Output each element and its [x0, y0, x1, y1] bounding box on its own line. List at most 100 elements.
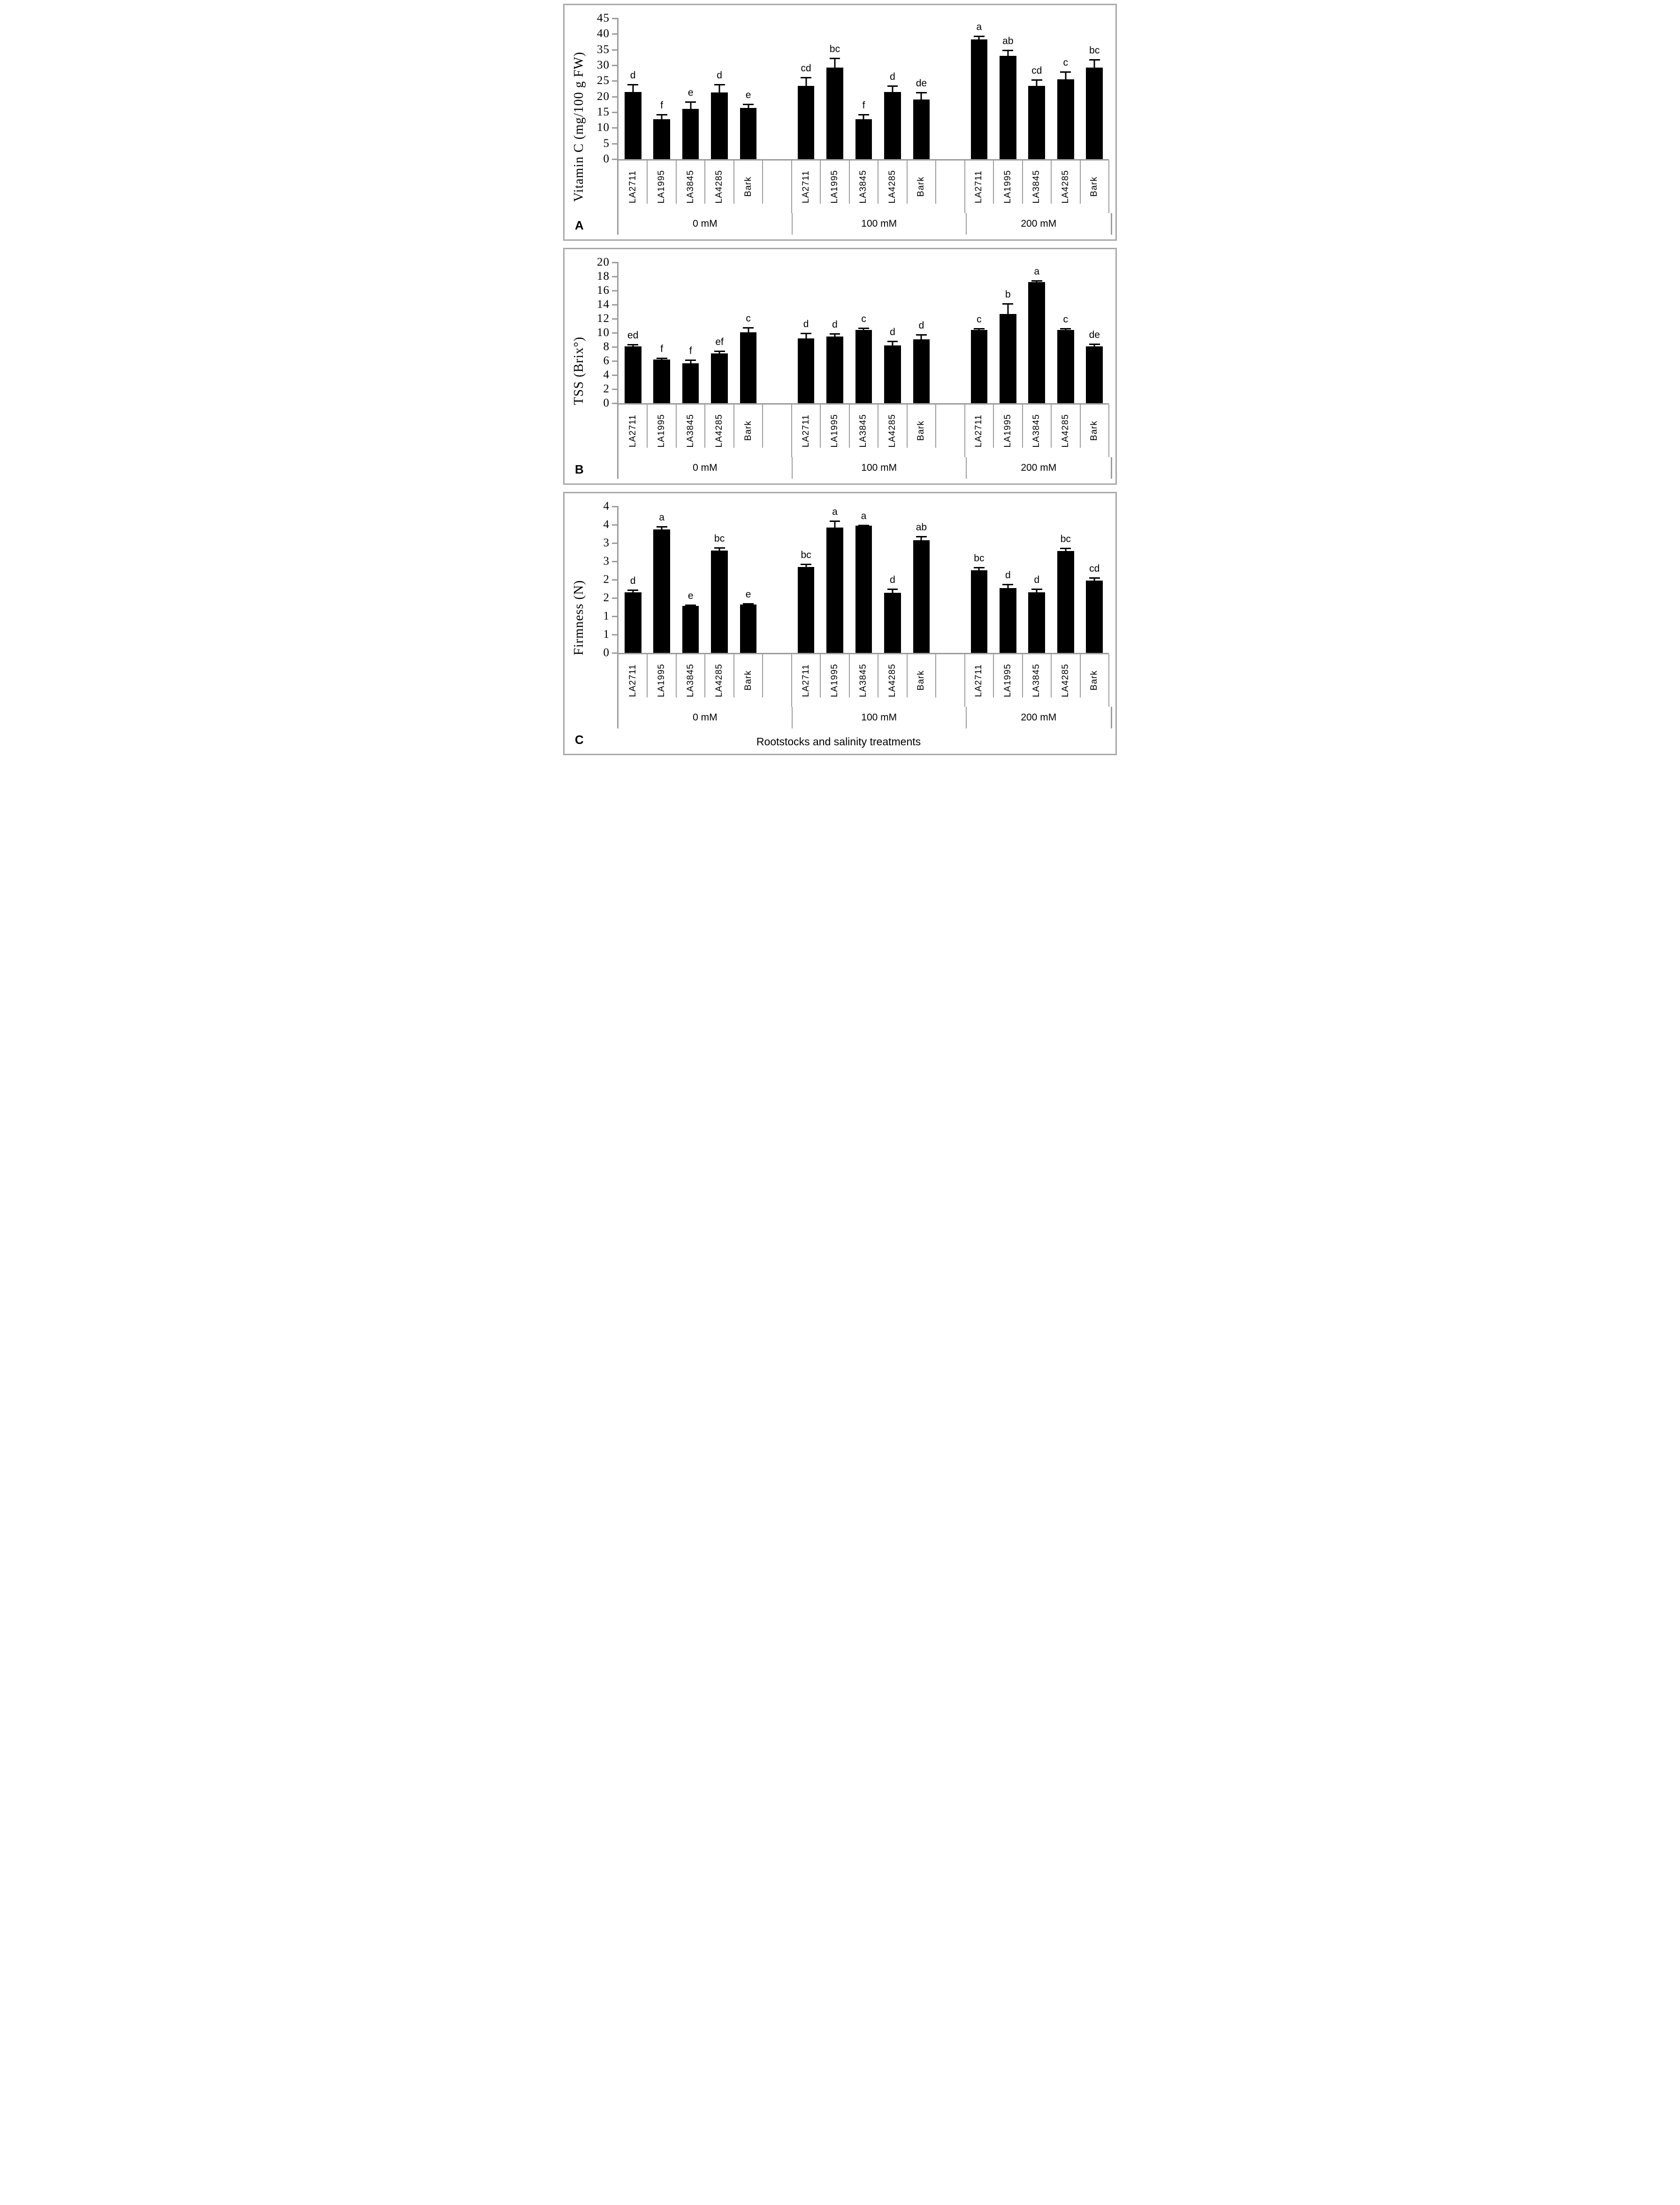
error-bar-stem — [748, 327, 749, 332]
category-label: LA1995 — [657, 170, 667, 204]
category-row: LA2711 LA1995 LA3845 LA4285 Bark LA2711 LA1995… — [617, 161, 1109, 213]
grid-line — [993, 161, 994, 204]
panel-letter-a: A — [575, 218, 584, 232]
y-tick-label: 4 — [603, 500, 610, 513]
category-label: LA4285 — [1060, 664, 1070, 697]
category-row: LA2711 LA1995 LA3845 LA4285 Bark LA2711 LA1995… — [617, 405, 1109, 457]
grid-line — [820, 654, 821, 697]
error-bar-cap — [714, 84, 725, 85]
error-bar — [1031, 280, 1042, 282]
y-tick-mark — [612, 561, 619, 562]
error-bar-stem — [892, 340, 893, 345]
y-tick-label: 0 — [603, 646, 610, 659]
category-label: LA4285 — [887, 664, 897, 697]
error-bar — [743, 603, 754, 605]
error-bar-stem — [1093, 577, 1095, 581]
y-tick-label: 45 — [597, 12, 610, 24]
chart-tss: TSS (Brix°) 20 18 16 14 12 10 8 6 4 2 0 ed f f ef c d d c… — [568, 256, 1112, 479]
grid-line — [704, 654, 706, 697]
category-cell: LA2711 — [965, 405, 994, 457]
grid-line — [1051, 654, 1052, 697]
bar-LA3845-100mM — [855, 119, 872, 159]
error-bar-cap — [1089, 344, 1100, 345]
category-cell: Bark — [734, 654, 764, 707]
y-axis-ticks: 20 18 16 14 12 10 8 6 4 2 0 — [590, 256, 619, 409]
error-bar — [1031, 588, 1042, 593]
category-label: LA3845 — [858, 414, 869, 448]
y-tick-label: 2 — [603, 591, 610, 604]
bar-LA2711-200mM — [970, 39, 988, 159]
error-bar-stem — [805, 564, 807, 567]
error-bar-stem — [632, 84, 634, 92]
error-bar-cap — [1060, 328, 1071, 329]
error-bar — [916, 536, 927, 540]
category-label: LA2711 — [974, 170, 984, 204]
error-bar — [858, 114, 869, 120]
error-bar-cap — [627, 344, 639, 345]
error-bar-stem — [718, 547, 720, 551]
category-label: LA4285 — [714, 170, 725, 204]
grid-line — [1022, 654, 1023, 697]
bar-LA1995-0mM — [653, 529, 671, 653]
error-bar — [974, 567, 985, 570]
bar-LA1995-0mM — [653, 360, 671, 403]
error-bar — [974, 328, 985, 330]
grid-line — [848, 405, 850, 448]
error-bar-cap — [685, 605, 696, 606]
error-bar-cap — [656, 526, 667, 528]
category-label: Bark — [916, 176, 926, 197]
category-cell: LA2711 — [792, 161, 821, 213]
y-tick-label: 8 — [603, 340, 610, 353]
group-cell: 0 mM — [619, 707, 792, 728]
error-bar-cap — [801, 564, 811, 566]
y-tick-mark — [612, 33, 619, 35]
category-cell: LA4285 — [878, 405, 908, 457]
category-label: Bark — [916, 421, 926, 441]
bar-LA3845-0mM — [682, 606, 699, 653]
panel-letter-b: B — [575, 462, 584, 476]
bar-LA2711-100mM — [797, 567, 815, 653]
bar-LA1995-200mM — [1000, 56, 1016, 159]
error-bar-stem — [1007, 49, 1009, 56]
error-bar-cap — [829, 520, 840, 522]
y-tick-mark — [612, 127, 619, 129]
category-label: LA2711 — [801, 664, 811, 697]
error-bar-stem — [978, 567, 980, 570]
error-bar — [916, 334, 927, 339]
y-tick-mark — [612, 304, 619, 306]
bar-LA4285-0mM — [711, 550, 728, 653]
grid-line — [704, 161, 706, 204]
y-tick-label: 18 — [597, 270, 610, 283]
group-label: 0 mM — [693, 462, 718, 473]
grid-line — [906, 405, 908, 448]
error-bar — [887, 85, 898, 92]
category-cell: LA4285 — [705, 654, 734, 707]
significance-letter: a — [861, 511, 867, 521]
group-row: 0 mM 100 mM 200 mM — [617, 213, 1112, 235]
error-bar-stem — [1007, 584, 1009, 588]
bar-LA4285-200mM — [1057, 330, 1074, 403]
error-bar-cap — [887, 85, 898, 87]
y-tick-mark — [612, 80, 619, 82]
bar-LA1995-100mM — [826, 528, 843, 653]
grid-line — [906, 161, 908, 204]
category-label: LA1995 — [657, 414, 667, 448]
plot-area: d f e d e cd bc f d de a ab cd c bc — [617, 18, 1109, 161]
category-label: LA1995 — [1002, 414, 1013, 448]
error-bar-stem — [690, 360, 692, 363]
significance-letter: c — [1063, 314, 1069, 325]
category-cell: LA1995 — [993, 654, 1023, 707]
bar-LA1995-200mM — [1000, 314, 1016, 403]
category-label: LA3845 — [685, 664, 695, 697]
error-bar — [1060, 548, 1071, 551]
category-cell: LA1995 — [820, 405, 850, 457]
error-bar-stem — [1007, 303, 1009, 314]
grid-line — [935, 161, 937, 204]
significance-letter: ab — [1002, 35, 1014, 46]
bar-LA4285-100mM — [884, 593, 901, 653]
significance-letter: d — [918, 320, 924, 331]
y-tick-mark — [612, 616, 619, 617]
category-cell: Bark — [1080, 161, 1109, 213]
error-bar-cap — [685, 360, 696, 361]
error-bar-cap — [656, 114, 667, 116]
